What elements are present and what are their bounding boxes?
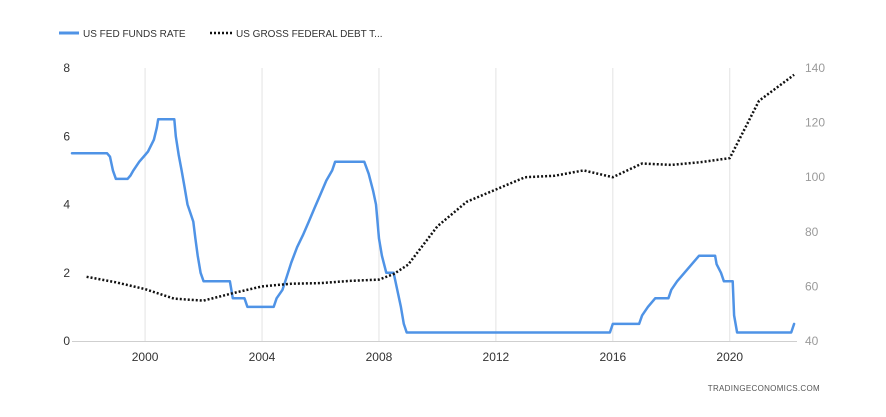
y-right-tick-label: 100 <box>805 170 825 184</box>
gridlines <box>72 68 797 342</box>
y-right-tick-label: 40 <box>805 334 819 348</box>
legend: US FED FUNDS RATE US GROSS FEDERAL DEBT … <box>59 29 383 40</box>
y-right-tick-label: 120 <box>805 116 825 130</box>
x-tick-label: 2004 <box>249 350 276 364</box>
y-right-tick-label: 80 <box>805 225 819 239</box>
series-line-gross-federal-debt <box>86 73 795 302</box>
x-tick-label: 2000 <box>132 350 159 364</box>
y-right-tick-label: 60 <box>805 279 819 293</box>
y-left-tick-label: 0 <box>63 334 70 348</box>
x-tick-label: 2012 <box>483 350 510 364</box>
y-left-tick-label: 2 <box>63 266 70 280</box>
x-axis: 2000 2004 2008 2012 2016 2020 <box>132 350 744 364</box>
series-layer <box>70 73 796 334</box>
source-label: TRADINGECONOMICS.COM <box>708 384 820 393</box>
x-tick-label: 2020 <box>716 350 743 364</box>
legend-label-debt: US GROSS FEDERAL DEBT T... <box>236 29 383 40</box>
y-left-tick-label: 6 <box>63 129 70 143</box>
y-axis-right: 40 60 80 100 120 140 <box>805 61 825 348</box>
y-left-tick-label: 8 <box>63 61 70 75</box>
y-left-tick-label: 4 <box>63 198 70 212</box>
x-tick-label: 2008 <box>366 350 393 364</box>
y-axis-left: 0 2 4 6 8 <box>63 61 70 348</box>
y-right-tick-label: 140 <box>805 61 825 75</box>
x-tick-label: 2016 <box>599 350 626 364</box>
series-line-fed-funds-rate <box>70 117 796 334</box>
legend-label-fed-funds: US FED FUNDS RATE <box>83 29 186 40</box>
